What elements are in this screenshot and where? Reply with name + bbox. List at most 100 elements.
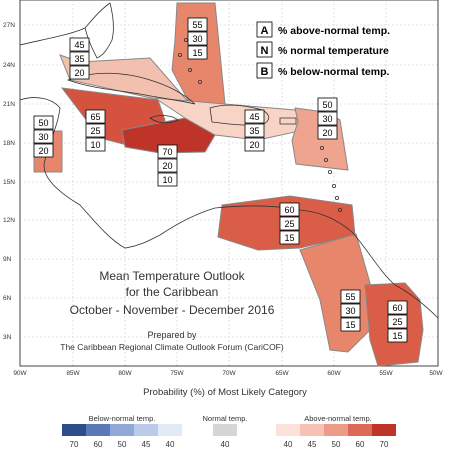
prob-value-below: 15 — [192, 48, 202, 58]
puerto-rico — [279, 117, 297, 125]
colorbar-below-tick: 70 — [70, 440, 79, 449]
prob-box-below — [69, 65, 90, 80]
cuba — [66, 72, 196, 105]
map-title: Mean Temperature Outlook for the Caribbe… — [60, 269, 284, 352]
colorbar-below-swatch — [158, 424, 182, 436]
prob-box-normal — [387, 314, 408, 329]
prob-value-above: 65 — [90, 112, 100, 122]
colorbar-above-tick: 60 — [356, 440, 365, 449]
colorbar: 70 60 50 45 40 40 40 45 50 60 70 — [62, 424, 396, 449]
lon-label: 50W — [429, 370, 443, 377]
colorbar-below-label: Below-normal temp. — [89, 414, 156, 423]
prob-value-below: 15 — [284, 233, 294, 243]
prob-box-above — [33, 115, 54, 130]
lat-label: 24N — [3, 62, 15, 69]
jamaica — [149, 115, 179, 124]
prob-box-below — [279, 230, 300, 245]
prob-box-below — [244, 137, 265, 152]
hispaniola — [209, 104, 270, 126]
lon-label: 60W — [327, 370, 341, 377]
prob-value-above: 50 — [322, 100, 332, 110]
lon-label: 70W — [222, 370, 236, 377]
prob-value-normal: 30 — [38, 132, 48, 142]
colorbar-above-tick: 45 — [308, 440, 317, 449]
lon-label: 65W — [275, 370, 289, 377]
prob-box-normal — [157, 158, 178, 173]
prepared-by-org: The Caribbean Regional Climate Outlook F… — [60, 342, 284, 352]
prob-box-above — [244, 109, 265, 124]
prob-value-normal: 30 — [192, 34, 202, 44]
prob-value-above: 55 — [192, 20, 202, 30]
prob-box-normal — [244, 123, 265, 138]
lon-label: 85W — [66, 370, 80, 377]
prob-value-below: 20 — [38, 146, 48, 156]
colorbar-below-swatch — [110, 424, 134, 436]
colorbar-above-tick: 50 — [332, 440, 341, 449]
prob-box-above — [69, 37, 90, 52]
colorbar-above-swatch — [324, 424, 348, 436]
prob-box-above — [279, 202, 300, 217]
lat-label: 27N — [3, 22, 15, 29]
prob-box-below — [340, 317, 361, 332]
prob-value-below: 10 — [162, 175, 172, 185]
prob-value-below: 15 — [392, 331, 402, 341]
colorbar-above-tick: 40 — [284, 440, 293, 449]
prob-value-below: 20 — [74, 68, 84, 78]
prob-box-below — [33, 143, 54, 158]
prob-box-normal — [279, 216, 300, 231]
lat-label: 21N — [3, 101, 15, 108]
colorbar-normal-label: Normal temp. — [202, 414, 247, 423]
prob-value-normal: 20 — [162, 161, 172, 171]
legend-key-n-letter: N — [261, 45, 269, 57]
legend-key: A % above-normal temp. N % normal temper… — [256, 21, 390, 79]
prob-value-below: 10 — [90, 140, 100, 150]
prob-box-below — [85, 137, 106, 152]
title-line-2: for the Caribbean — [126, 285, 219, 299]
prepared-by: Prepared by — [147, 330, 197, 340]
colorbar-normal-swatch — [213, 424, 237, 436]
title-line-3: October - November - December 2016 — [70, 303, 275, 317]
colorbar-above-tick: 70 — [380, 440, 389, 449]
prob-box-below — [187, 45, 208, 60]
legend-key-b-text: % below-normal temp. — [278, 66, 390, 78]
latitude-labels: 27N 24N 21N 18N 15N 12N 9N 6N 3N — [3, 22, 15, 341]
prob-value-below: 20 — [322, 128, 332, 138]
colorbar-normal-tick: 40 — [221, 440, 230, 449]
colorbar-below-swatch — [134, 424, 158, 436]
lat-label: 18N — [3, 140, 15, 147]
colorbar-above-swatch — [276, 424, 300, 436]
prob-value-normal: 30 — [345, 306, 355, 316]
legend-key-a-box — [256, 21, 273, 38]
prob-box-normal — [317, 111, 338, 126]
lat-label: 3N — [3, 334, 12, 341]
colorbar-below-tick: 60 — [94, 440, 103, 449]
probability-labels: 55 30 15 45 35 20 50 30 20 65 25 10 70 20 10 45 35 20 50 30… — [33, 17, 408, 343]
legend-key-b-letter: B — [261, 66, 269, 78]
colorbar-below-tick: 40 — [166, 440, 175, 449]
colorbar-below-tick: 45 — [142, 440, 151, 449]
prob-value-normal: 30 — [322, 114, 332, 124]
prob-box-below — [317, 125, 338, 140]
prob-value-above: 55 — [345, 292, 355, 302]
prob-value-normal: 25 — [90, 126, 100, 136]
prob-value-above: 50 — [38, 118, 48, 128]
prob-box-normal — [69, 51, 90, 66]
lon-label: 55W — [379, 370, 393, 377]
prob-box-below — [157, 172, 178, 187]
lat-label: 6N — [3, 295, 12, 302]
prob-box-above — [317, 97, 338, 112]
coastlines — [19, 2, 439, 319]
lon-label: 75W — [170, 370, 184, 377]
prob-box-normal — [340, 303, 361, 318]
prob-box-normal — [187, 31, 208, 46]
lat-label: 15N — [3, 179, 15, 186]
florida — [84, 2, 114, 59]
colorbar-above-swatch — [348, 424, 372, 436]
prob-box-above — [340, 289, 361, 304]
colorbar-above-label: Above-normal temp. — [304, 414, 372, 423]
prob-box-normal — [33, 129, 54, 144]
prob-box-normal — [85, 123, 106, 138]
prob-box-above — [157, 144, 178, 159]
lat-label: 9N — [3, 256, 12, 263]
